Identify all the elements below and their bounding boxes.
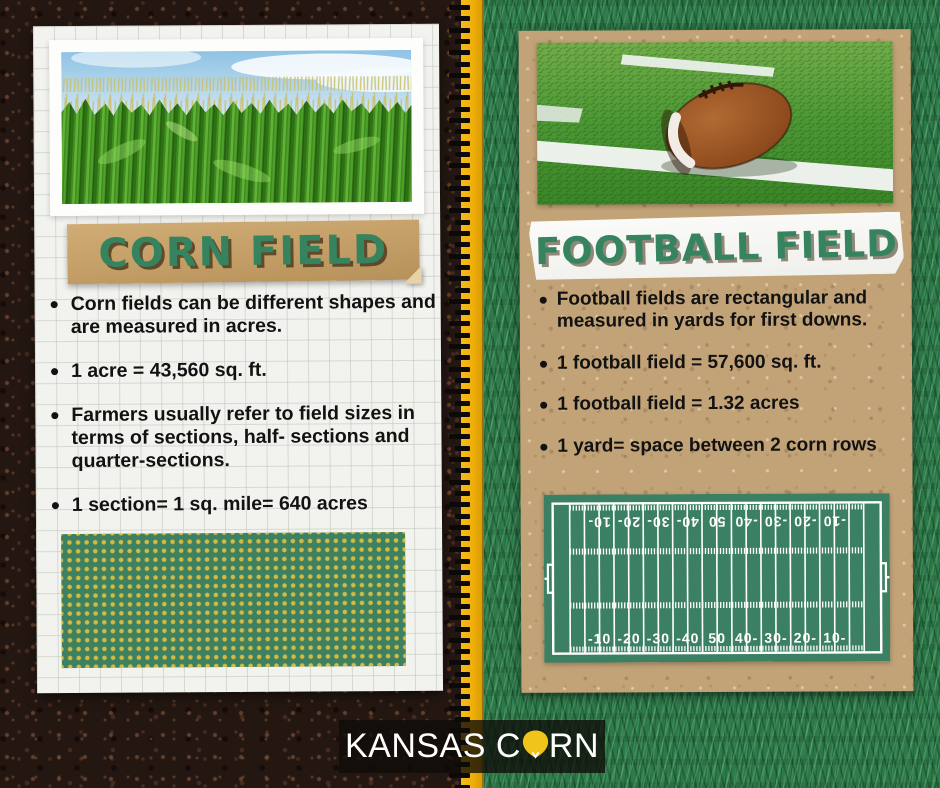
fact-item: Football fields are rectangular and meas…: [534, 287, 908, 333]
svg-text:20-: 20-: [794, 630, 817, 646]
svg-text:50: 50: [708, 514, 726, 530]
fact-item: 1 acre = 43,560 sq. ft.: [45, 358, 437, 383]
football-photo: [536, 41, 894, 205]
corn-dot-grid: [61, 531, 406, 669]
fact-item: 1 yard= space between 2 corn rows: [534, 434, 908, 458]
football-card: FOOTBALL FIELD Football fields are recta…: [518, 29, 914, 693]
svg-text:-40: -40: [676, 630, 699, 646]
svg-text:-20: -20: [793, 514, 816, 530]
svg-text:40-: 40-: [676, 514, 699, 530]
brand-text-suffix: RN: [548, 727, 600, 765]
svg-text:-10: -10: [588, 630, 611, 646]
corn-facts-list: Corn fields can be different shapes and …: [45, 291, 438, 538]
fact-item: 1 football field = 57,600 sq. ft.: [534, 351, 908, 375]
svg-text:-40: -40: [734, 514, 757, 530]
football-title: FOOTBALL FIELD: [534, 221, 899, 273]
svg-text:30-: 30-: [646, 514, 669, 530]
corn-card: CORN FIELD Corn fields can be different …: [32, 23, 444, 694]
measuring-tape-ruler: [461, 0, 484, 788]
football-photo-frame: [536, 41, 894, 205]
svg-text:-30: -30: [647, 630, 670, 646]
svg-text:-10: -10: [823, 513, 846, 529]
corn-kernel-icon: [522, 728, 549, 769]
ruler-tick-marks: [449, 0, 475, 788]
svg-text:10-: 10-: [587, 514, 610, 530]
footer-logo-bar: KANSAS C RN: [339, 720, 605, 773]
corn-photo-frame: [49, 37, 425, 217]
fact-item: Corn fields can be different shapes and …: [45, 291, 437, 339]
corn-title-tape: CORN FIELD: [66, 219, 420, 285]
football-facts-list: Football fields are rectangular and meas…: [534, 287, 909, 477]
brand-text-prefix: KANSAS C: [344, 727, 521, 765]
corn-field-photo: [61, 49, 413, 205]
svg-text:50: 50: [708, 630, 726, 646]
svg-text:40-: 40-: [735, 630, 758, 646]
fact-item: Farmers usually refer to field sizes in …: [45, 402, 437, 473]
svg-text:30-: 30-: [764, 630, 787, 646]
brand-logo: KANSAS C RN: [345, 726, 599, 767]
svg-text:-20: -20: [617, 630, 640, 646]
fact-item: 1 section= 1 sq. mile= 640 acres: [46, 492, 438, 517]
svg-text:20-: 20-: [617, 514, 640, 530]
svg-text:-30: -30: [764, 514, 787, 530]
svg-text:10-: 10-: [823, 629, 846, 645]
football-title-tape: FOOTBALL FIELD: [529, 212, 904, 283]
football-field-diagram: -10 -20 -30 -40 50 40- 30- 20- 10- -10 -20 -30 -40 50…: [543, 493, 891, 663]
fact-item: 1 football field = 1.32 acres: [534, 392, 908, 416]
corn-title: CORN FIELD: [98, 227, 389, 277]
